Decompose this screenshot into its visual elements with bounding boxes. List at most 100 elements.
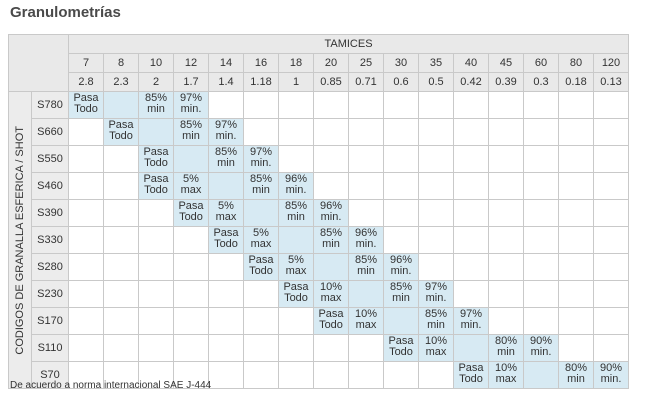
data-row: CODIGOS DE GRANALLA ESFERICA / SHOT S780 P… (8, 91, 629, 389)
cell (558, 199, 594, 227)
cell (558, 91, 594, 119)
cell-text: 85% min (179, 119, 203, 142)
cell (593, 118, 629, 146)
sieve: 10 (138, 53, 174, 73)
cell (593, 226, 629, 254)
cell: Pasa Todo (68, 91, 104, 119)
cell (453, 199, 489, 227)
cell (243, 361, 279, 389)
cell (243, 307, 279, 335)
cell (278, 307, 314, 335)
cell-text: 96% min. (319, 200, 343, 223)
sieve: 45 (488, 53, 524, 73)
sieve: 60 (523, 53, 559, 73)
cell: 96% min. (278, 172, 314, 200)
row-code: S70 (31, 361, 69, 389)
mm: 0.85 (313, 72, 349, 92)
cell (278, 91, 314, 119)
cell-text: Pasa Todo (388, 335, 414, 358)
cell (313, 145, 349, 173)
mm: 0.6 (383, 72, 419, 92)
data-row: S110 Pasa Todo 10% max 80% min 90% min. (9, 334, 629, 362)
cell (103, 172, 139, 200)
cell: Pasa Todo (208, 226, 244, 254)
cell (103, 307, 139, 335)
row-code: S780 (31, 91, 69, 119)
cell (278, 334, 314, 362)
cell (488, 118, 524, 146)
cell: Pasa Todo (138, 172, 174, 200)
cell: 85% min (278, 199, 314, 227)
data-row: S550 Pasa Todo 85% min 97% min. (9, 145, 629, 173)
cell-text: 97% min. (249, 146, 273, 169)
cell: 85% min (313, 226, 349, 254)
cell: 10% max (313, 280, 349, 308)
mm: 0.13 (593, 72, 629, 92)
cell (488, 145, 524, 173)
mm: 1 (278, 72, 314, 92)
cell-text: 85% min (424, 308, 448, 331)
cell (173, 334, 209, 362)
cell: 85% min (243, 172, 279, 200)
cell-text: 90% min. (529, 335, 553, 358)
footnote: De acuerdo a norma internacional SAE J-4… (10, 380, 212, 391)
cell: Pasa Todo (243, 253, 279, 281)
cell (313, 334, 349, 362)
row-code: S390 (31, 199, 69, 227)
cell: 5% max (173, 172, 209, 200)
cell (348, 361, 384, 389)
cell-text: 97% min. (424, 281, 448, 304)
cell (68, 172, 104, 200)
cell: 97% min. (243, 145, 279, 173)
cell (68, 334, 104, 362)
cell (103, 280, 139, 308)
header-row: TAMICES (8, 34, 629, 92)
cell (488, 199, 524, 227)
cell-text: 10% max (354, 308, 378, 331)
cell: 85% min (383, 280, 419, 308)
granulometry-table: TAMICES 7 8 10 12 14 16 18 20 25 30 35 40 45 60 80 120 2.… (8, 34, 629, 389)
sieve: 16 (243, 53, 279, 73)
cell (383, 172, 419, 200)
cell (68, 361, 104, 389)
cell-text: 97% min. (179, 92, 203, 115)
cell (138, 361, 174, 389)
cell (453, 226, 489, 254)
cell (208, 280, 244, 308)
cell (488, 280, 524, 308)
mm: 1.7 (173, 72, 209, 92)
cell (103, 253, 139, 281)
cell-text: 5% max (250, 227, 272, 250)
cell-text: 85% min (284, 200, 308, 223)
cell (68, 280, 104, 308)
sieve: 25 (348, 53, 384, 73)
cell (558, 172, 594, 200)
cell (383, 361, 419, 389)
cell-text: Pasa Todo (458, 362, 484, 385)
cell: 97% min. (208, 118, 244, 146)
cell: 97% min. (453, 307, 489, 335)
cell (593, 91, 629, 119)
cell-text: Pasa Todo (73, 92, 99, 115)
cell (208, 334, 244, 362)
cell-text: Pasa Todo (108, 119, 134, 142)
cell (418, 253, 454, 281)
cell (453, 145, 489, 173)
cell (173, 361, 209, 389)
cell: Pasa Todo (313, 307, 349, 335)
cell-text: 97% min. (459, 308, 483, 331)
cell (558, 280, 594, 308)
cell (278, 226, 314, 254)
cell (418, 172, 454, 200)
cell (558, 334, 594, 362)
cell: 5% max (278, 253, 314, 281)
cell (243, 118, 279, 146)
cell (173, 145, 209, 173)
cell (523, 199, 559, 227)
cell (313, 118, 349, 146)
group-header: TAMICES (68, 34, 629, 54)
corner (8, 34, 69, 92)
sieve: 14 (208, 53, 244, 73)
cell-text: 85% min (249, 173, 273, 196)
cell (383, 145, 419, 173)
